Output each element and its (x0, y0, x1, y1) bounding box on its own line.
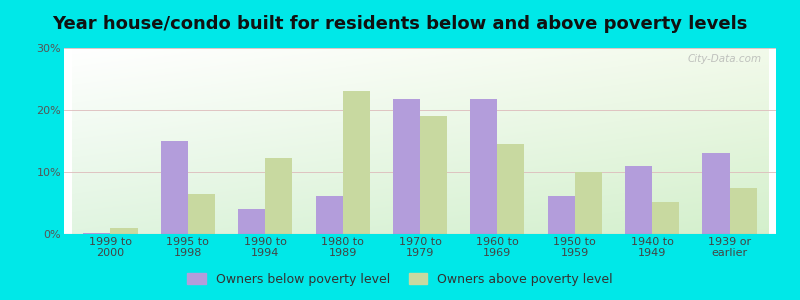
Bar (498, 144, 525, 234)
Bar (315, 196, 342, 234)
Bar (266, 158, 292, 234)
Bar (393, 99, 420, 234)
Bar (161, 141, 188, 234)
Bar (470, 99, 498, 234)
Bar (188, 194, 215, 234)
Bar (83, 233, 110, 234)
Bar (110, 228, 138, 234)
Text: Year house/condo built for residents below and above poverty levels: Year house/condo built for residents bel… (52, 15, 748, 33)
Bar (702, 153, 730, 234)
Bar (342, 92, 370, 234)
Bar (238, 209, 266, 234)
Bar (730, 188, 757, 234)
Bar (625, 166, 652, 234)
Text: City-Data.com: City-Data.com (688, 54, 762, 64)
Bar (574, 172, 602, 234)
Bar (652, 202, 679, 234)
Legend: Owners below poverty level, Owners above poverty level: Owners below poverty level, Owners above… (182, 268, 618, 291)
Bar (420, 116, 447, 234)
Bar (548, 196, 574, 234)
